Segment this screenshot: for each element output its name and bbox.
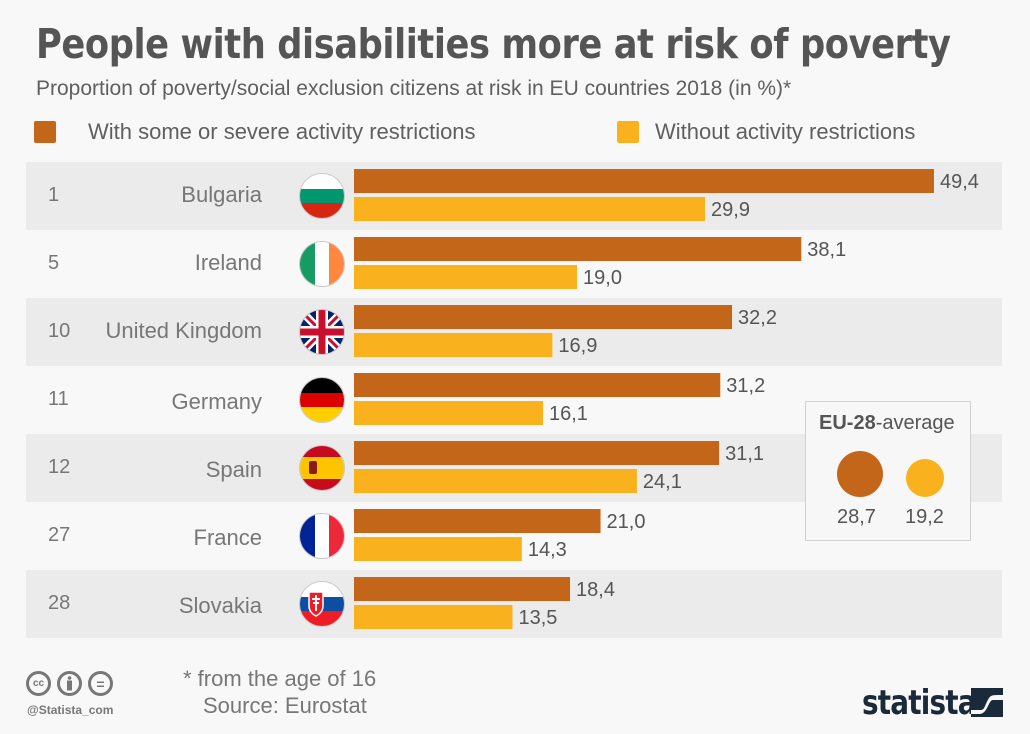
bar-with-restrictions bbox=[354, 305, 733, 329]
bar-with-restrictions bbox=[354, 237, 802, 261]
flag-france-icon bbox=[300, 514, 344, 558]
by-icon bbox=[57, 671, 82, 696]
eu-average-dot-with-restrictions bbox=[837, 451, 883, 497]
country-label: Spain bbox=[205, 457, 262, 482]
legend-item-without-restrictions: Without activity restrictions bbox=[617, 119, 915, 145]
legend-swatch-without-restrictions bbox=[617, 121, 639, 143]
data-label: 38,1 bbox=[807, 239, 846, 261]
footnote: * from the age of 16 bbox=[183, 666, 377, 691]
legend-label-without-restrictions: Without activity restrictions bbox=[655, 119, 916, 144]
country-label: Bulgaria bbox=[181, 182, 262, 207]
legend-item-with-restrictions: With some or severe activity restriction… bbox=[34, 119, 476, 145]
rank-label: 27 bbox=[48, 524, 71, 546]
data-label: 16,1 bbox=[549, 403, 588, 425]
chart-subtitle: Proportion of poverty/social exclusion c… bbox=[36, 77, 792, 100]
chart-title: People with disabilities more at risk of… bbox=[36, 20, 951, 68]
chart-row: 11 Germany bbox=[26, 366, 1002, 434]
bar-without-restrictions bbox=[354, 469, 637, 493]
data-label: 18,4 bbox=[576, 579, 615, 601]
statista-logo[interactable]: statista bbox=[862, 683, 977, 723]
bar-without-restrictions bbox=[354, 197, 706, 221]
flag-germany-icon bbox=[300, 378, 344, 422]
country-label: United Kingdom bbox=[105, 318, 262, 343]
data-label: 49,4 bbox=[940, 171, 979, 193]
data-label: 32,2 bbox=[738, 307, 777, 329]
data-label: 31,1 bbox=[725, 443, 764, 465]
flag-spain-icon bbox=[300, 446, 344, 490]
license-icons: cc = bbox=[26, 671, 113, 696]
flag-bulgaria-icon bbox=[300, 174, 344, 218]
bar-without-restrictions bbox=[354, 537, 522, 561]
data-label: 19,0 bbox=[583, 267, 622, 289]
eu-average-value-with-restrictions: 28,7 bbox=[837, 506, 876, 528]
bar-without-restrictions bbox=[354, 265, 578, 289]
country-label: France bbox=[193, 525, 262, 550]
data-label: 14,3 bbox=[528, 539, 567, 561]
country-label: Ireland bbox=[194, 250, 262, 275]
eu-average-value-without-restrictions: 19,2 bbox=[905, 506, 944, 528]
chart-row: 5 Ireland bbox=[26, 230, 1002, 298]
bar-with-restrictions bbox=[354, 169, 934, 193]
bar-with-restrictions bbox=[354, 509, 601, 533]
rank-label: 1 bbox=[48, 184, 60, 206]
bar-with-restrictions bbox=[354, 373, 721, 397]
flag-ireland-icon bbox=[300, 242, 344, 286]
statista-logo-icon[interactable] bbox=[971, 688, 1003, 717]
nd-icon: = bbox=[88, 671, 113, 696]
bar-without-restrictions bbox=[354, 333, 553, 357]
chart-row: 27 France bbox=[26, 502, 1002, 570]
bar-with-restrictions bbox=[354, 441, 720, 465]
eu-average-box: EU-28-average 28,7 19,2 bbox=[805, 401, 971, 541]
cc-icon: cc bbox=[26, 671, 51, 696]
rank-label: 11 bbox=[48, 388, 69, 410]
data-label: 13,5 bbox=[518, 607, 557, 629]
rank-label: 12 bbox=[48, 456, 71, 478]
eu-average-dot-without-restrictions bbox=[906, 459, 944, 497]
data-label: 29,9 bbox=[711, 199, 750, 221]
rank-label: 28 bbox=[48, 592, 71, 614]
bar-without-restrictions bbox=[354, 605, 513, 629]
data-label: 16,9 bbox=[558, 335, 597, 357]
legend-swatch-with-restrictions bbox=[34, 121, 56, 143]
data-label: 24,1 bbox=[643, 471, 682, 493]
bar-with-restrictions bbox=[354, 577, 571, 601]
rank-label: 5 bbox=[48, 252, 60, 274]
bar-without-restrictions bbox=[354, 401, 544, 425]
source-note: Source: Eurostat bbox=[203, 693, 367, 718]
country-label: Slovakia bbox=[178, 593, 262, 618]
data-label: 21,0 bbox=[607, 511, 646, 533]
rank-label: 10 bbox=[48, 320, 71, 342]
statista-handle: @Statista_com bbox=[27, 703, 114, 717]
eu-average-title: EU-28-average bbox=[819, 412, 955, 434]
country-label: Germany bbox=[171, 389, 262, 414]
flag-slovakia-icon bbox=[300, 582, 344, 626]
legend-label-with-restrictions: With some or severe activity restriction… bbox=[88, 119, 476, 144]
data-label: 31,2 bbox=[726, 375, 765, 397]
